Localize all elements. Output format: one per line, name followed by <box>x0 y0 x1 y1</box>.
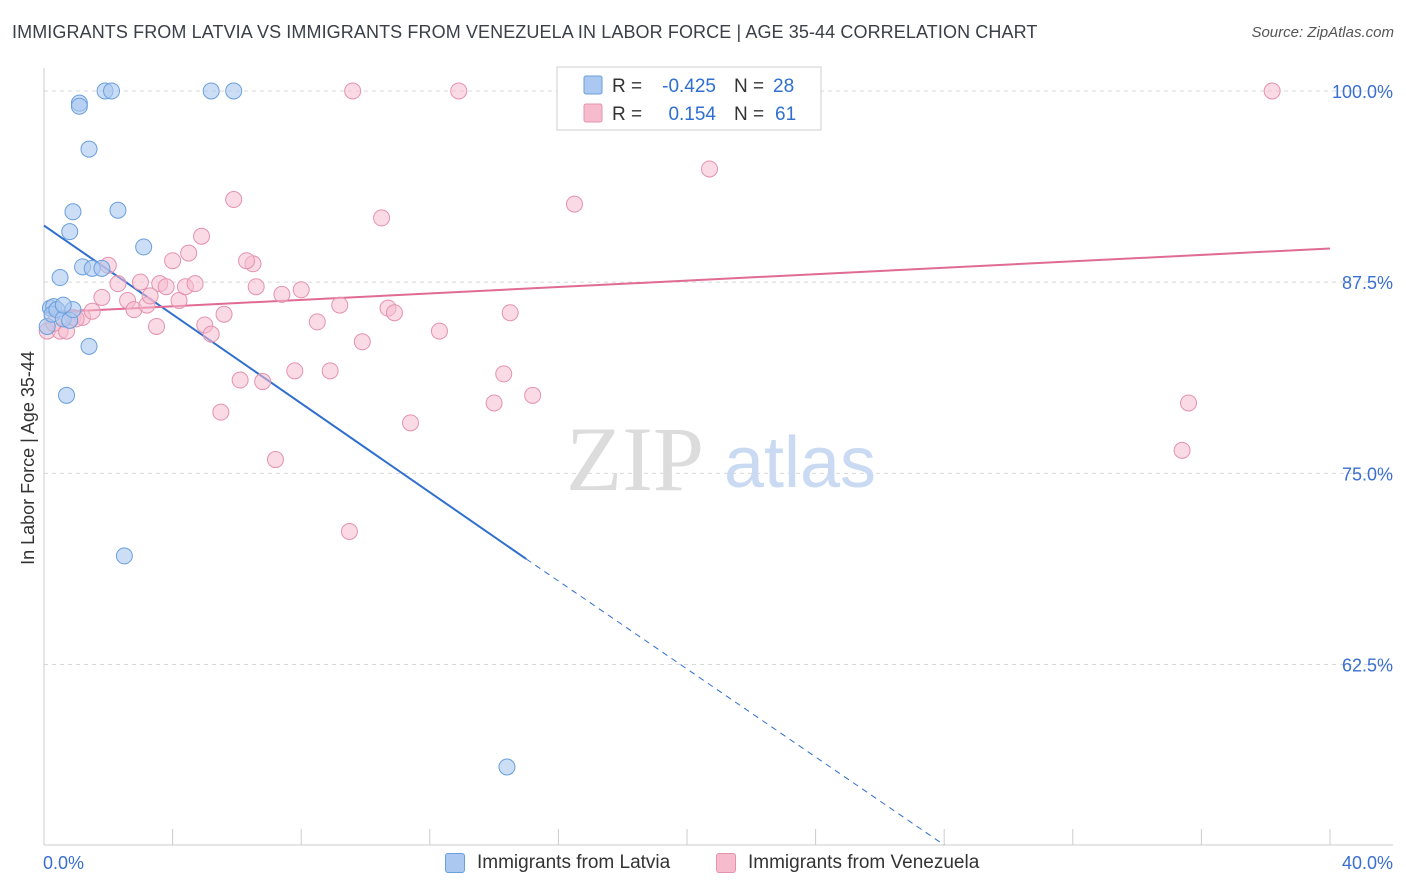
venezuela-point <box>495 365 513 383</box>
venezuela-point <box>180 244 198 262</box>
venezuela-point <box>273 285 291 303</box>
latvia-point <box>498 758 516 776</box>
venezuela-point <box>254 373 272 391</box>
latvia-point <box>54 296 72 314</box>
latvia-point <box>93 259 111 277</box>
chart-title: IMMIGRANTS FROM LATVIA VS IMMIGRANTS FRO… <box>12 22 1038 42</box>
latvia-trend-line-extrapolated <box>525 558 945 846</box>
latvia-point <box>225 82 243 100</box>
latvia-point <box>109 201 127 219</box>
venezuela-point <box>373 209 391 227</box>
venezuela-point <box>501 304 519 322</box>
source-label: Source: ZipAtlas.com <box>1251 24 1394 41</box>
venezuela-point <box>193 227 211 245</box>
venezuela-point <box>231 371 249 389</box>
venezuela-point <box>321 362 339 380</box>
legend-swatch-latvia <box>583 75 603 95</box>
legend-swatch-latvia-bottom <box>445 853 465 873</box>
legend-n-label-latvia: N = <box>734 76 764 97</box>
venezuela-point <box>131 273 149 291</box>
venezuela-point <box>1173 441 1191 459</box>
venezuela-point <box>109 275 127 293</box>
legend-r-value-venezuela: 0.154 <box>668 104 716 125</box>
venezuela-point <box>286 362 304 380</box>
latvia-point <box>80 337 98 355</box>
venezuela-point <box>402 414 420 432</box>
legend-swatch-venezuela-bottom <box>716 853 736 873</box>
y-axis-label: In Labor Force | Age 35-44 <box>18 351 38 565</box>
legend-n-value-venezuela: 61 <box>775 104 796 125</box>
venezuela-point <box>266 451 284 469</box>
venezuela-point <box>701 160 719 178</box>
venezuela-point <box>93 288 111 306</box>
venezuela-point <box>485 394 503 412</box>
trend-lines <box>43 224 1331 846</box>
venezuela-point <box>331 296 349 314</box>
legend-label-latvia: Immigrants from Latvia <box>477 852 671 873</box>
venezuela-point <box>565 195 583 213</box>
zipatlas-watermark: ZIP atlas <box>566 408 876 510</box>
venezuela-point <box>353 333 371 351</box>
x-tick-label-min: 0.0% <box>43 853 84 873</box>
venezuela-point <box>238 252 256 270</box>
legend-swatch-venezuela <box>583 103 603 123</box>
venezuela-point <box>164 252 182 270</box>
venezuela-point <box>450 82 468 100</box>
venezuela-point <box>83 302 101 320</box>
latvia-point <box>61 223 79 241</box>
venezuela-point <box>1180 394 1198 412</box>
bottom-legend: Immigrants from Latvia Immigrants from V… <box>0 850 1406 880</box>
latvia-point <box>115 547 133 565</box>
latvia-point <box>58 386 76 404</box>
venezuela-point <box>292 281 310 299</box>
venezuela-point <box>385 304 403 322</box>
venezuela-point <box>340 522 358 540</box>
venezuela-point <box>1263 82 1281 100</box>
stats-legend: R = -0.425 N = 28 R = 0.154 N = 61 <box>556 66 822 131</box>
venezuela-point <box>215 305 233 323</box>
legend-n-value-latvia: 28 <box>773 76 794 97</box>
venezuela-point <box>430 322 448 340</box>
venezuela-point <box>157 278 175 296</box>
x-tick-label-max: 40.0% <box>1342 853 1393 873</box>
legend-n-label-venezuela: N = <box>734 104 764 125</box>
latvia-point <box>202 82 220 100</box>
venezuela-point <box>344 82 362 100</box>
latvia-point <box>135 238 153 256</box>
watermark-atlas: atlas <box>724 423 876 503</box>
latvia-points <box>38 82 516 776</box>
tick-labels: 62.5% 75.0% 87.5% 100.0% <box>1332 82 1393 676</box>
y-tick-label: 62.5% <box>1342 656 1393 676</box>
latvia-point <box>70 97 88 115</box>
venezuela-point <box>225 191 243 209</box>
venezuela-point <box>202 325 220 343</box>
y-tick-label: 100.0% <box>1332 82 1393 102</box>
venezuela-point <box>141 287 159 305</box>
venezuela-point <box>247 278 265 296</box>
venezuela-point <box>524 386 542 404</box>
legend-item-latvia[interactable]: Immigrants from Latvia <box>445 852 670 874</box>
legend-r-label-latvia: R = <box>612 76 642 97</box>
venezuela-point <box>212 403 230 421</box>
venezuela-point <box>186 275 204 293</box>
legend-label-venezuela: Immigrants from Venezuela <box>748 852 980 873</box>
legend-item-venezuela[interactable]: Immigrants from Venezuela <box>716 852 979 874</box>
latvia-point <box>80 140 98 158</box>
legend-r-label-venezuela: R = <box>612 104 642 125</box>
venezuela-point <box>170 291 188 309</box>
y-tick-label: 75.0% <box>1342 464 1393 484</box>
venezuela-point <box>148 317 166 335</box>
latvia-point <box>51 269 69 287</box>
axes <box>43 68 1393 846</box>
venezuela-trend-line <box>43 247 1331 314</box>
legend-r-value-latvia: -0.425 <box>662 76 716 97</box>
y-tick-label: 87.5% <box>1342 273 1393 293</box>
watermark-zip: ZIP <box>566 408 704 510</box>
venezuela-point <box>308 313 326 331</box>
latvia-point <box>64 203 82 221</box>
latvia-point <box>103 82 121 100</box>
